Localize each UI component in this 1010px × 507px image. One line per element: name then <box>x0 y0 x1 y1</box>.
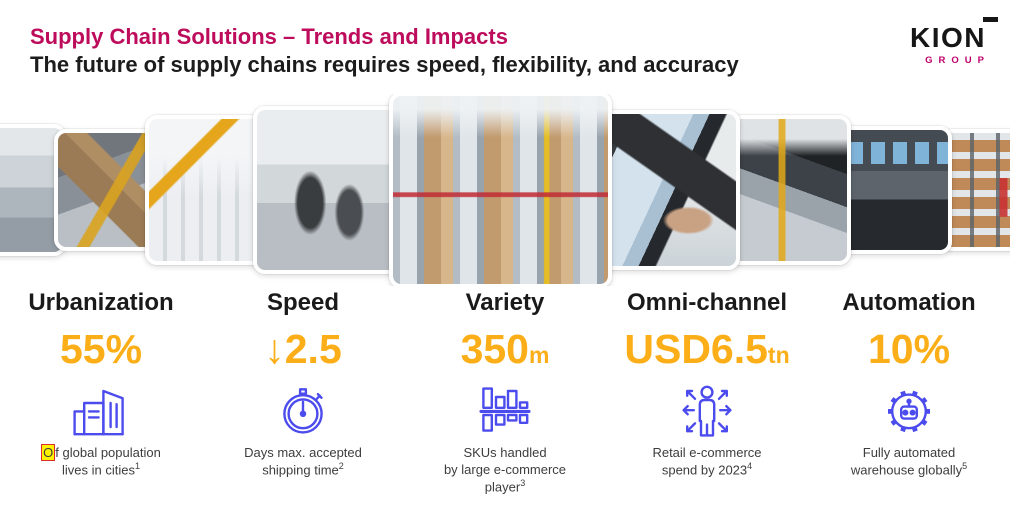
column-caption: SKUs handled by large e-commerce player3 <box>408 444 602 496</box>
caption-line-2: spend by 2023 <box>661 462 748 478</box>
column-caption: Fully automated warehouse globally5 <box>812 444 1006 479</box>
caption-line-1: Days max. accepted <box>244 445 362 461</box>
caption-line-1: SKUs handled <box>463 445 547 461</box>
column-header: Speed <box>266 289 340 316</box>
footnote-marker: 4 <box>747 461 753 472</box>
city-buildings-icon <box>4 375 198 443</box>
header-titles: Supply Chain Solutions – Trends and Impa… <box>30 24 739 79</box>
footnote-marker: 1 <box>134 461 140 472</box>
caption-line-2: lives in cities <box>62 462 135 478</box>
caption-line-1: f global population <box>55 445 161 461</box>
kion-logo: KION GROUP <box>910 17 998 66</box>
value-text: 55% <box>59 326 143 372</box>
footnote-marker: 2 <box>338 461 344 472</box>
column-caption: Days max. accepted shipping time2 <box>206 444 400 479</box>
mirrored-bar-chart-icon <box>408 375 602 443</box>
warehouse-photo-4 <box>253 106 401 274</box>
photo-strip <box>0 94 1010 286</box>
value-suffix: tn <box>767 342 790 368</box>
caption-line-1: Retail e-commerce <box>652 445 762 461</box>
kion-wordmark: KION <box>910 17 998 53</box>
column-value: USD6.5tn <box>610 326 804 372</box>
column-caption: Retail e-commerce spend by 20234 <box>610 444 804 479</box>
trend-column-omni-channel: Omni-channel USD6.5tn Retail e-commerce <box>606 288 808 496</box>
highlighted-letter: O <box>41 444 56 462</box>
column-header: Urbanization <box>28 289 174 316</box>
logo-dash-icon <box>983 17 998 22</box>
value-suffix: m <box>528 342 550 368</box>
caption-line-3: player <box>484 479 521 495</box>
caption-line-2: by large e-commerce <box>443 462 567 478</box>
trend-column-automation: Automation 10% <box>808 288 1010 496</box>
page-title: Supply Chain Solutions – Trends and Impa… <box>30 24 508 49</box>
page-subtitle: The future of supply chains requires spe… <box>30 52 739 78</box>
column-header: Variety <box>465 289 545 316</box>
robot-gear-icon <box>812 375 1006 443</box>
warehouse-photo-3 <box>145 115 265 265</box>
kion-wordmark-text: KION <box>910 22 986 53</box>
value-text: 2.5 <box>284 326 342 372</box>
down-arrow-icon: ↓ <box>264 326 285 372</box>
warehouse-photo-6 <box>600 110 740 270</box>
caption-line-2: shipping time <box>262 462 339 478</box>
caption-line-2: warehouse globally <box>850 462 963 478</box>
warehouse-photo-7 <box>728 115 851 265</box>
caption-line-1: Fully automated <box>862 445 956 461</box>
column-value: 55% <box>4 326 198 372</box>
column-value: 350m <box>408 326 602 372</box>
stopwatch-icon <box>206 375 400 443</box>
value-text: 10% <box>867 326 951 372</box>
warehouse-photo-2 <box>54 129 157 251</box>
column-header: Automation <box>842 289 976 316</box>
warehouse-photo-8 <box>839 126 952 254</box>
warehouse-photo-5 <box>389 94 612 286</box>
kion-group-label: GROUP <box>925 55 990 66</box>
value-text: 350 <box>460 326 529 372</box>
footnote-marker: 5 <box>962 461 968 472</box>
trend-column-speed: Speed ↓2.5 Days max. accepted shipping t… <box>202 288 404 496</box>
warehouse-photo-9 <box>940 129 1010 251</box>
value-text: USD6.5 <box>624 326 768 372</box>
omnichannel-person-arrows-icon <box>610 375 804 443</box>
trend-column-variety: Variety 350m SKUs handled by large e-com <box>404 288 606 496</box>
footnote-marker: 3 <box>520 478 526 489</box>
column-value: ↓2.5 <box>206 326 400 372</box>
column-value: 10% <box>812 326 1006 372</box>
column-header: Omni-channel <box>626 289 788 316</box>
